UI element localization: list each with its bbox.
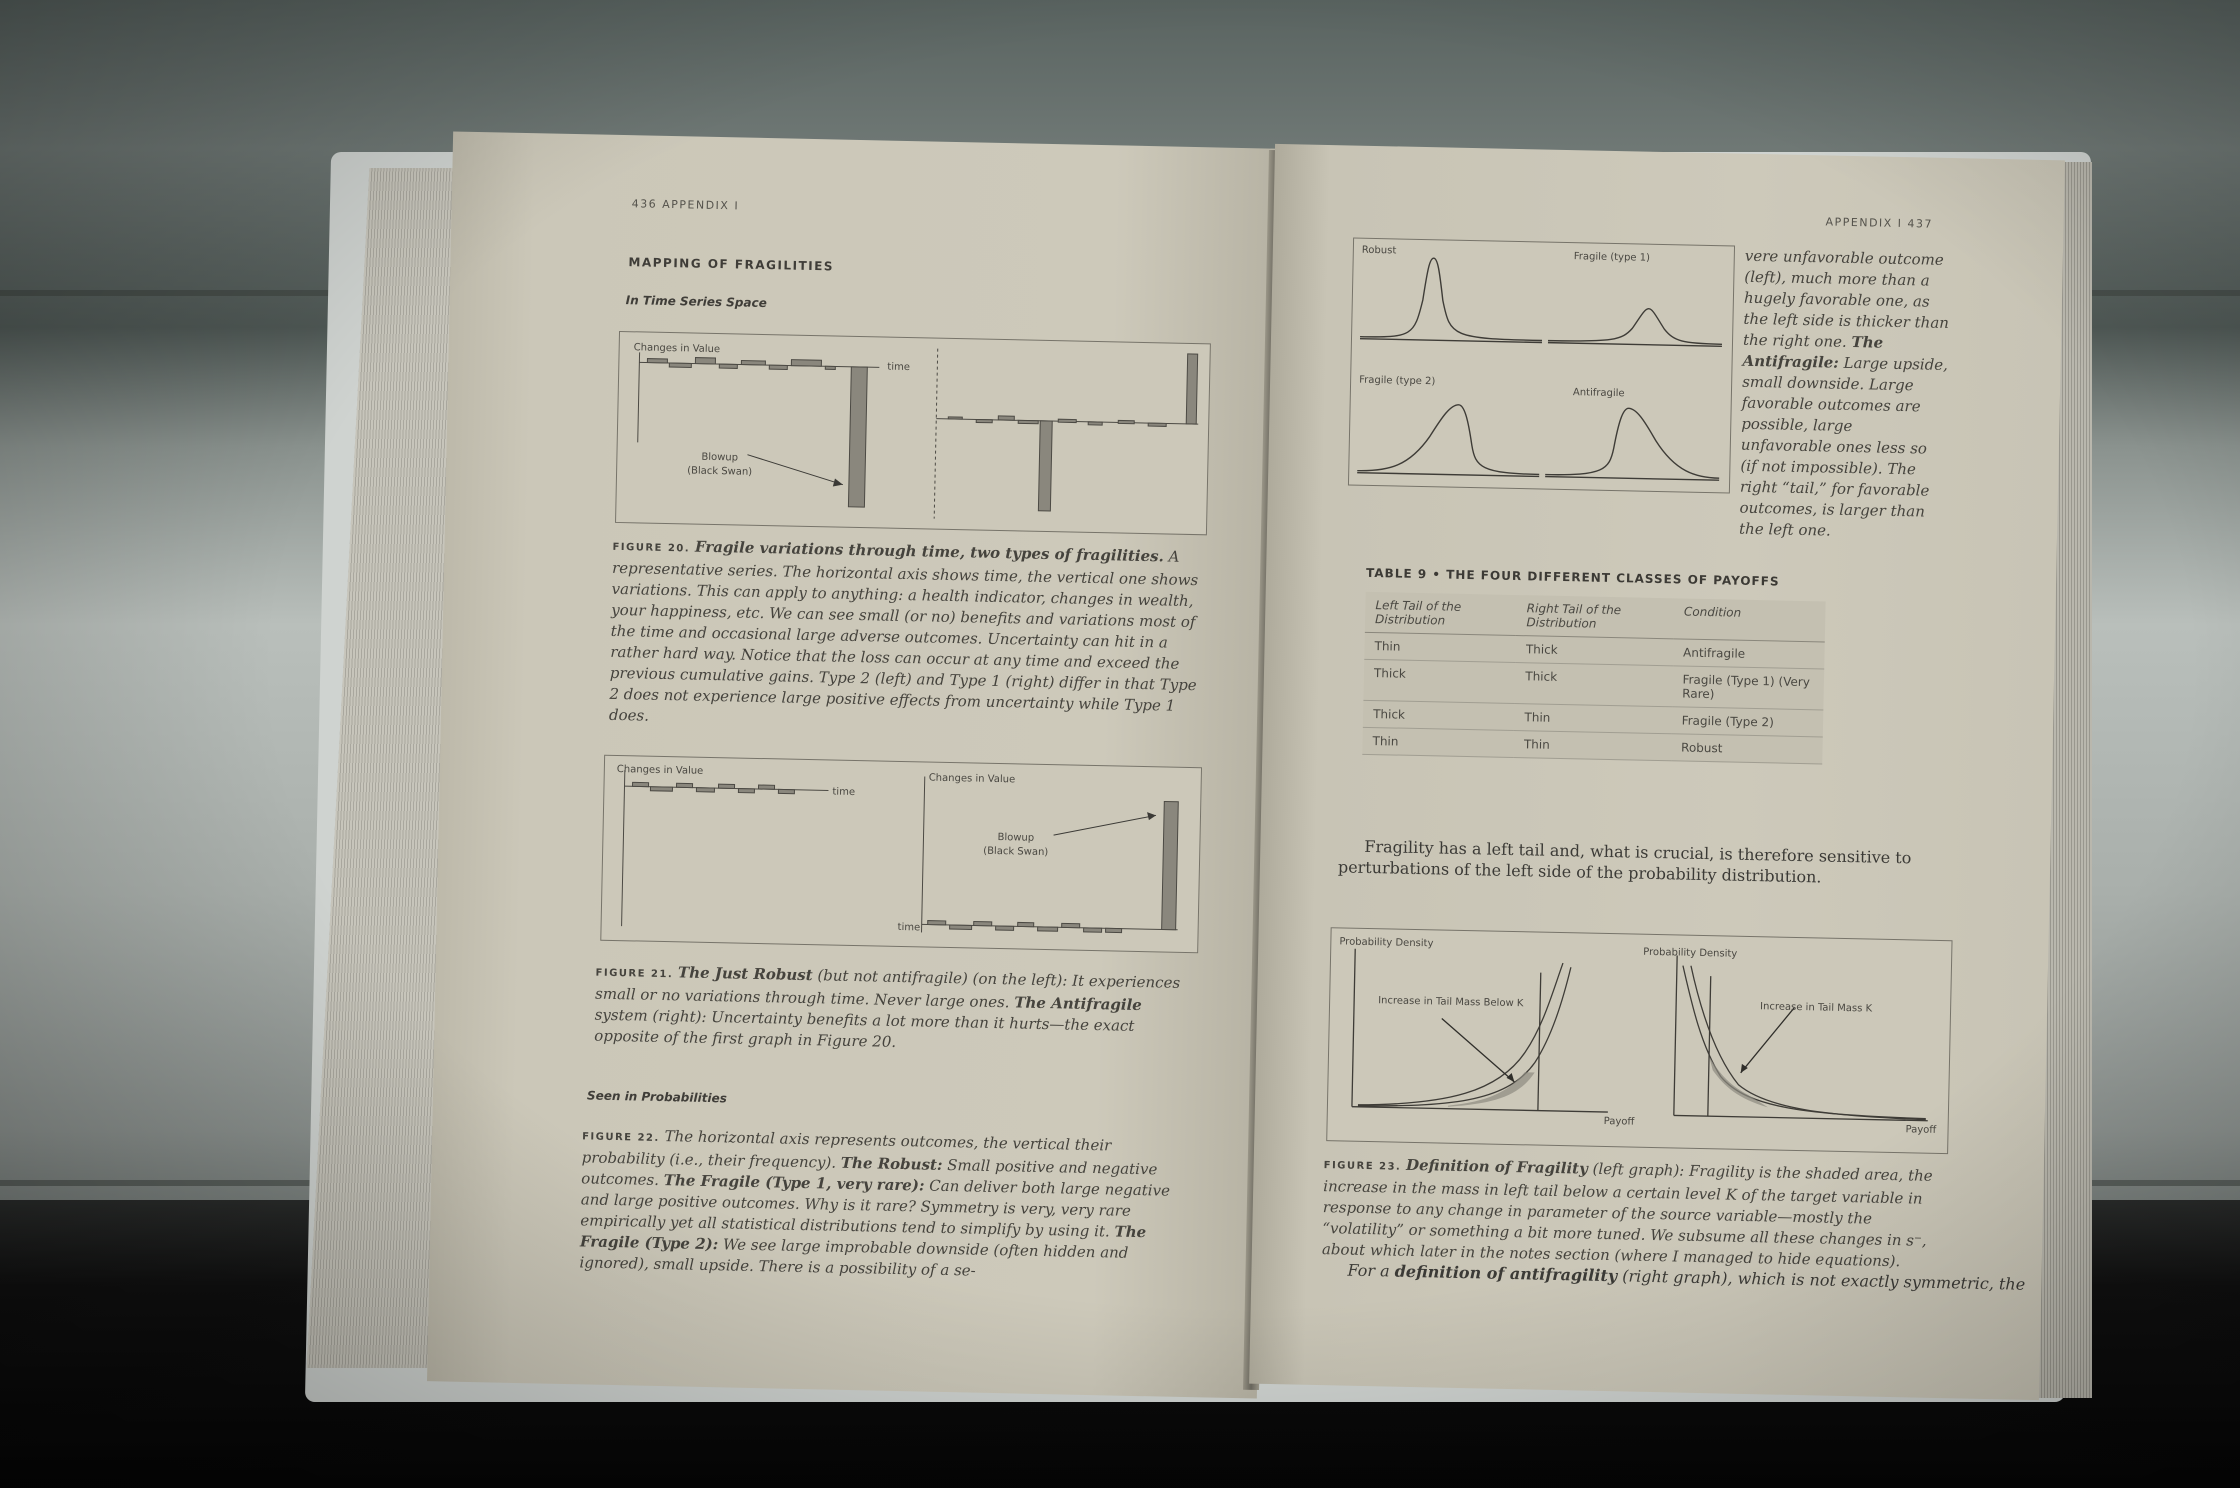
last-line-end: (right graph), which is not exactly symm… xyxy=(1622,1266,2026,1294)
table-cell: Fragile (Type 1) (Very Rare) xyxy=(1671,665,1825,710)
table-header-cell: Left Tail of the Distribution xyxy=(1364,591,1518,636)
figure-23: Probability Density Increase in Tail Mas… xyxy=(1326,927,1953,1155)
table-cell: Thin xyxy=(1362,727,1515,758)
fig21-caption-label: FIGURE 21. xyxy=(595,967,674,981)
fig23-caption-text: (left graph): Fragility is the shaded ar… xyxy=(1321,1159,1933,1271)
figure-23-caption: FIGURE 23. Definition of Fragility (left… xyxy=(1322,1153,1948,1273)
fig23-right-x-label: Payoff xyxy=(1905,1124,1937,1136)
last-line-start: For a xyxy=(1347,1260,1390,1281)
fig22-fragile1-label: Fragile (type 1) xyxy=(1573,251,1651,264)
fig22-fragile2-label: Fragile (type 2) xyxy=(1359,374,1436,388)
running-head-left: 436 APPENDIX I xyxy=(631,197,740,213)
figure-22-caption-continued: vere unfavorable outcome (left), much mo… xyxy=(1739,246,1951,544)
table-cell: Antifragile xyxy=(1672,638,1825,669)
fig22-continued-text2: Large upside, small downside. Large favo… xyxy=(1738,353,1949,540)
fig23-caption-label: FIGURE 23. xyxy=(1323,1160,1402,1173)
table-cell: Thick xyxy=(1514,662,1673,707)
subsection-time-series: In Time Series Space xyxy=(625,293,767,311)
table-cell: Thin xyxy=(1514,703,1672,734)
fig20-y-label: Changes in Value xyxy=(633,342,721,356)
table-cell: Thick xyxy=(1515,635,1674,666)
fig23-right-annotation: Increase in Tail Mass K xyxy=(1759,1001,1873,1015)
subsection-probabilities: Seen in Probabilities xyxy=(586,1088,727,1106)
table-cell: Thin xyxy=(1513,730,1672,761)
figure-22-caption: FIGURE 22. The horizontal axis represent… xyxy=(579,1124,1188,1286)
table-9-grid: Left Tail of the Distribution Right Tail… xyxy=(1362,591,1826,765)
fig23-caption-title: Definition of Fragility xyxy=(1405,1155,1589,1178)
fig23-left-y-label: Probability Density xyxy=(1339,936,1434,950)
table-9-title: TABLE 9 • THE FOUR DIFFERENT CLASSES OF … xyxy=(1365,565,1780,589)
fig21-right-y-label: Changes in Value xyxy=(928,772,1016,786)
right-page: APPENDIX I 437 Robust Fragile (type 1) F… xyxy=(1249,143,2065,1401)
fig20-blowup-sublabel: (Black Swan) xyxy=(687,465,753,478)
fig23-right-y-label: Probability Density xyxy=(1643,946,1738,960)
fig22-caption-label: FIGURE 22. xyxy=(582,1131,660,1144)
table-header-cell: Condition xyxy=(1673,598,1826,642)
fig21-left-time-label: time xyxy=(832,786,856,799)
figure-20: Changes in Value time Blowup (Black Swan… xyxy=(615,330,1211,536)
table-cell: Fragile (Type 2) xyxy=(1671,706,1824,737)
fig21-left-y-label: Changes in Value xyxy=(616,764,704,777)
table-cell: Robust xyxy=(1670,733,1823,764)
fig20-time-label: time xyxy=(887,361,911,374)
figure-22-plot xyxy=(1357,257,1722,481)
table-cell: Thin xyxy=(1364,632,1517,663)
fig21-blowup-label: Blowup xyxy=(997,832,1035,844)
fig20-caption-label: FIGURE 20. xyxy=(612,541,691,555)
running-head-right: APPENDIX I 437 xyxy=(1825,215,1934,231)
fig22-antifragile-label: Antifragile xyxy=(1572,387,1625,400)
figure-20-plot xyxy=(637,348,1199,519)
fig22-caption-robust: The Robust: xyxy=(840,1153,943,1174)
section-title: MAPPING OF FRAGILITIES xyxy=(628,255,835,274)
fig21-caption-title: The Just Robust xyxy=(677,963,813,985)
fig20-blowup-label: Blowup xyxy=(701,451,739,464)
left-page: 436 APPENDIX I MAPPING OF FRAGILITIES In… xyxy=(427,131,1283,1399)
fig22-caption-fragile1: The Fragile (Type 1, very rare): xyxy=(663,1171,925,1195)
figure-21-plot xyxy=(621,770,1179,934)
last-line-bold: definition of antifragility xyxy=(1394,1261,1618,1286)
fig21-blowup-sublabel: (Black Swan) xyxy=(983,845,1049,859)
fig22-continued-text1: vere unfavorable outcome (left), much mo… xyxy=(1742,246,1950,351)
figure-23-plot xyxy=(1351,948,1928,1122)
fig20-caption-text: A representative series. The horizontal … xyxy=(608,547,1199,725)
fig21-right-time-label: time xyxy=(897,921,921,934)
figure-21: Changes in Value time Changes in Value t… xyxy=(600,754,1203,954)
fig22-robust-label: Robust xyxy=(1361,244,1397,257)
table-9: TABLE 9 • THE FOUR DIFFERENT CLASSES OF … xyxy=(1361,566,1826,808)
table-cell: Thick xyxy=(1363,659,1516,704)
table-header-cell: Right Tail of the Distribution xyxy=(1516,595,1675,639)
figure-22: Robust Fragile (type 1) Fragile (type 2)… xyxy=(1347,237,1736,494)
fig21-caption-text: system (right): Uncertainty benefits a l… xyxy=(594,1005,1135,1051)
table-cell: Thick xyxy=(1362,700,1515,731)
figure-20-caption: FIGURE 20. Fragile variations through ti… xyxy=(609,535,1209,738)
fig23-left-x-label: Payoff xyxy=(1603,1115,1635,1128)
body-paragraph: Fragility has a left tail and, what is c… xyxy=(1337,836,1912,887)
fig21-caption-title2: The Antifragile xyxy=(1014,993,1143,1015)
figure-21-caption: FIGURE 21. The Just Robust (but not anti… xyxy=(594,961,1196,1060)
